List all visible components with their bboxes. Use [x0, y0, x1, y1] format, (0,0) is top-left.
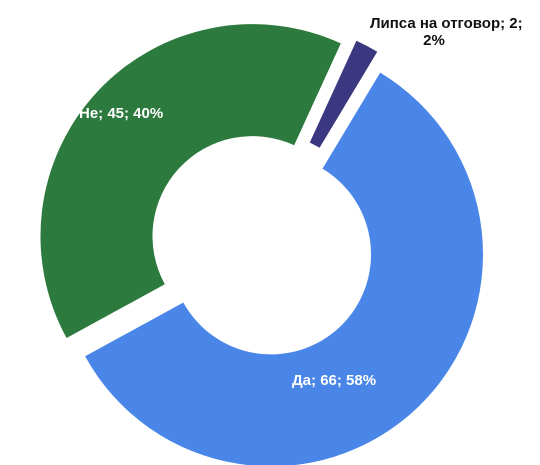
label-da: Да; 66; 58%	[292, 372, 376, 389]
slice-ne	[40, 24, 341, 339]
label-ne: Не; 45; 40%	[79, 105, 163, 122]
slice-da	[85, 72, 483, 465]
label-no-answer-line2: 2%	[423, 32, 445, 49]
slice-no-answer	[309, 40, 378, 148]
chart-slices	[40, 24, 483, 465]
label-no-answer-line1: Липса на отговор; 2;	[370, 15, 523, 32]
